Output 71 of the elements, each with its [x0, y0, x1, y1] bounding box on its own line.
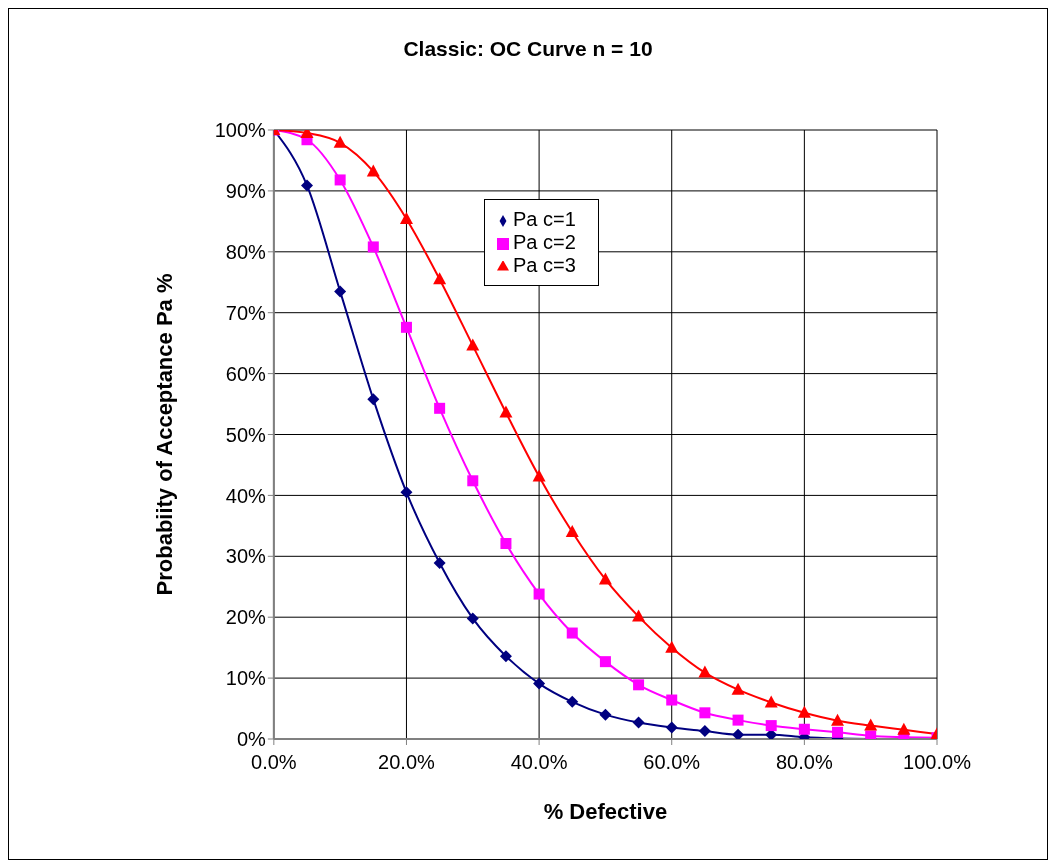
point — [433, 557, 446, 569]
point — [532, 469, 546, 482]
point — [467, 475, 479, 487]
point — [334, 285, 347, 298]
point — [764, 695, 778, 708]
point — [632, 609, 646, 622]
y-tick-label: 70% — [225, 301, 267, 324]
point — [731, 682, 745, 695]
point — [434, 402, 446, 414]
y-tick-label: 30% — [225, 545, 267, 568]
point — [400, 486, 413, 499]
point — [698, 725, 711, 738]
point — [698, 665, 712, 678]
legend-label: Pa c=1 — [513, 208, 576, 230]
point — [732, 728, 745, 739]
x-tick-label: 80.0% — [776, 751, 833, 774]
x-tick-label: 40.0% — [510, 751, 568, 774]
point — [599, 708, 612, 721]
point — [566, 695, 579, 708]
point — [897, 722, 911, 735]
y-tick-label: 60% — [225, 362, 267, 385]
x-tick-label: 100.0% — [903, 751, 972, 774]
point — [633, 679, 645, 691]
x-tick-label: 60.0% — [643, 751, 701, 774]
point — [598, 572, 612, 585]
y-tick-label: 20% — [225, 606, 267, 629]
point — [499, 650, 512, 663]
point — [433, 272, 447, 285]
legend-label: Pa c=3 — [513, 254, 576, 276]
point — [832, 726, 844, 738]
point — [533, 588, 545, 600]
point — [334, 174, 346, 186]
point — [499, 405, 513, 418]
point — [333, 135, 347, 148]
x-tick-label: 20.0% — [378, 751, 436, 774]
y-tick-label: 10% — [225, 667, 267, 690]
point — [300, 179, 313, 192]
point — [466, 338, 480, 351]
point — [665, 640, 679, 653]
y-tick-label: 50% — [225, 423, 267, 446]
y-tick-label: 0% — [236, 728, 267, 751]
point — [666, 694, 678, 706]
point — [533, 677, 546, 690]
point — [566, 627, 578, 639]
point — [699, 707, 711, 719]
point — [466, 612, 479, 625]
point — [366, 164, 380, 177]
point — [665, 721, 678, 734]
point — [367, 241, 379, 253]
point — [565, 524, 579, 537]
x-axis-title: % Defective — [543, 799, 668, 824]
point — [797, 705, 811, 718]
y-tick-label: 100% — [214, 119, 267, 142]
y-tick-label: 90% — [225, 180, 267, 202]
point — [599, 656, 611, 668]
x-tick-label: 0.0% — [251, 751, 297, 774]
y-tick-label: 40% — [225, 484, 267, 507]
point — [864, 718, 878, 731]
point — [399, 211, 413, 224]
y-axis-title: Probabiity of Acceptance Pa % — [151, 273, 177, 596]
legend-label: Pa c=2 — [513, 231, 576, 253]
point — [400, 321, 412, 333]
chart-title: Classic: OC Curve n = 10 — [402, 37, 654, 61]
y-tick-label: 80% — [225, 240, 267, 263]
point — [732, 714, 744, 726]
point — [500, 538, 512, 550]
point — [765, 720, 777, 732]
point — [367, 393, 380, 406]
point — [831, 713, 845, 726]
point — [632, 716, 645, 729]
point — [798, 723, 810, 735]
